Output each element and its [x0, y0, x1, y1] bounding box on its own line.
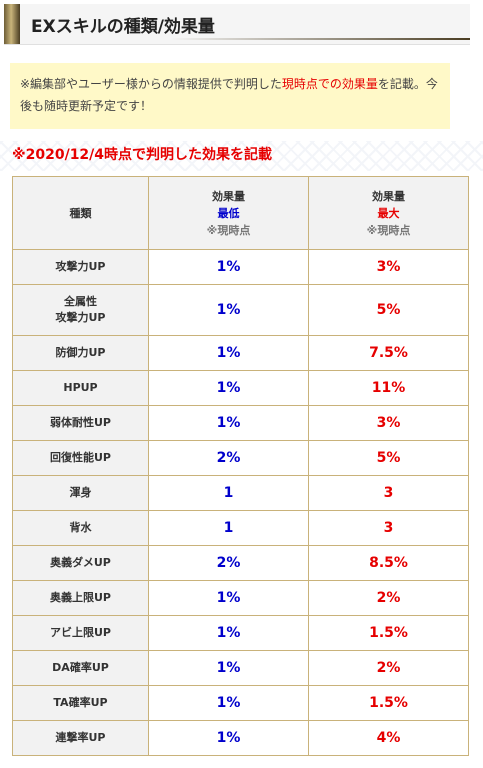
info-note-box: ※編集部やユーザー様からの情報提供で判明した現時点での効果量を記載。今後も随時更…: [10, 63, 450, 129]
max-value: 5%: [308, 284, 469, 336]
skill-name-cell: 奥義ダメUP: [12, 545, 149, 581]
max-value: 3: [308, 510, 469, 546]
header-max-sub: 最大: [377, 206, 400, 220]
min-value: 1%: [148, 580, 309, 616]
skill-name: 奥義ダメUP: [50, 556, 111, 569]
skill-name: HPUP: [63, 381, 98, 394]
skill-name: TA確率UP: [53, 696, 108, 709]
skill-name-cell: DA確率UP: [12, 650, 149, 686]
date-note: ※2020/12/4時点で判明した効果を記載: [12, 147, 273, 163]
max-value: 3%: [308, 405, 469, 441]
max-value: 7.5%: [308, 335, 469, 371]
header-min-sub: 最低: [217, 206, 240, 220]
ex-skill-table: 種類 効果量 最低 ※現時点 効果量 最大 ※現時点 攻撃力UP 1% 3% 全属性攻…: [12, 176, 469, 756]
skill-name-cell: 防御力UP: [12, 335, 149, 371]
min-value: 1%: [148, 685, 309, 721]
max-value: 3: [308, 475, 469, 511]
header-max: 効果量 最大 ※現時点: [308, 176, 469, 250]
skill-name-cell: 渾身: [12, 475, 149, 511]
skill-name-cell: 奥義上限UP: [12, 580, 149, 616]
header-accent-bar: [4, 4, 20, 44]
header-max-note: ※現時点: [366, 223, 411, 237]
min-value: 1%: [148, 650, 309, 686]
table-row: DA確率UP 1% 2%: [12, 650, 469, 686]
max-value: 2%: [308, 580, 469, 616]
max-value: 4%: [308, 720, 469, 756]
table-row: 防御力UP 1% 7.5%: [12, 335, 469, 371]
max-value: 1.5%: [308, 615, 469, 651]
min-value: 1%: [148, 370, 309, 406]
table-row: 攻撃力UP 1% 3%: [12, 249, 469, 285]
skill-name-cell: TA確率UP: [12, 685, 149, 721]
section-title: EXスキルの種類/効果量: [31, 17, 215, 37]
note-text-after: を記載。今後も随時更新予定です！: [20, 77, 438, 113]
skill-name: 背水: [69, 521, 92, 534]
min-value: 1%: [148, 720, 309, 756]
header-max-label: 効果量: [372, 189, 405, 203]
skill-name-cell: 背水: [12, 510, 149, 546]
min-value: 2%: [148, 440, 309, 476]
max-value: 3%: [308, 249, 469, 285]
table-row: 弱体耐性UP 1% 3%: [12, 405, 469, 441]
table-row: 回復性能UP 2% 5%: [12, 440, 469, 476]
note-text-highlight: 現時点での効果量: [281, 77, 378, 91]
max-value: 1.5%: [308, 685, 469, 721]
decorative-pattern-band: [0, 141, 483, 171]
table-row: TA確率UP 1% 1.5%: [12, 685, 469, 721]
skill-name: 渾身: [69, 486, 92, 499]
min-value: 1: [148, 510, 309, 546]
skill-name: アビ上限UP: [50, 626, 111, 639]
header-type: 種類: [12, 176, 149, 250]
note-text-before: ※編集部やユーザー様からの情報提供で判明した: [20, 77, 282, 91]
header-min: 効果量 最低 ※現時点: [148, 176, 309, 250]
max-value: 8.5%: [308, 545, 469, 581]
skill-name: 攻撃力UP: [55, 260, 106, 273]
min-value: 1: [148, 475, 309, 511]
min-value: 1%: [148, 284, 309, 336]
table-row: 奥義上限UP 1% 2%: [12, 580, 469, 616]
table-row: 奥義ダメUP 2% 8.5%: [12, 545, 469, 581]
section-header: EXスキルの種類/効果量: [4, 4, 470, 45]
header-underline: [170, 38, 470, 40]
table-row: 連撃率UP 1% 4%: [12, 720, 469, 756]
skill-name: 全属性: [64, 295, 97, 308]
skill-name-line2: 攻撃力UP: [55, 311, 106, 324]
max-value: 2%: [308, 650, 469, 686]
table-header-row: 種類 効果量 最低 ※現時点 効果量 最大 ※現時点: [12, 176, 469, 250]
table-row: アビ上限UP 1% 1.5%: [12, 615, 469, 651]
table-row: 全属性 攻撃力UP 1% 5%: [12, 284, 469, 336]
table-row: 背水 1 3: [12, 510, 469, 546]
skill-name-cell: 回復性能UP: [12, 440, 149, 476]
min-value: 1%: [148, 405, 309, 441]
min-value: 2%: [148, 545, 309, 581]
skill-name-cell: 弱体耐性UP: [12, 405, 149, 441]
skill-name-cell: アビ上限UP: [12, 615, 149, 651]
min-value: 1%: [148, 249, 309, 285]
skill-name: 回復性能UP: [50, 451, 111, 464]
min-value: 1%: [148, 335, 309, 371]
table-row: 渾身 1 3: [12, 475, 469, 511]
table-row: HPUP 1% 11%: [12, 370, 469, 406]
skill-name: 連撃率UP: [55, 731, 106, 744]
skill-name: DA確率UP: [52, 661, 109, 674]
skill-name: 奥義上限UP: [50, 591, 111, 604]
header-min-label: 効果量: [212, 189, 245, 203]
skill-name: 防御力UP: [55, 346, 106, 359]
skill-name-cell: 全属性攻撃力UP: [12, 284, 149, 336]
max-value: 11%: [308, 370, 469, 406]
skill-name: 弱体耐性UP: [50, 416, 111, 429]
skill-name-cell: HPUP: [12, 370, 149, 406]
skill-name-cell: 連撃率UP: [12, 720, 149, 756]
header-min-note: ※現時点: [206, 223, 251, 237]
max-value: 5%: [308, 440, 469, 476]
skill-name-cell: 攻撃力UP: [12, 249, 149, 285]
info-note-text: ※編集部やユーザー様からの情報提供で判明した現時点での効果量を記載。今後も随時更…: [20, 63, 440, 117]
min-value: 1%: [148, 615, 309, 651]
